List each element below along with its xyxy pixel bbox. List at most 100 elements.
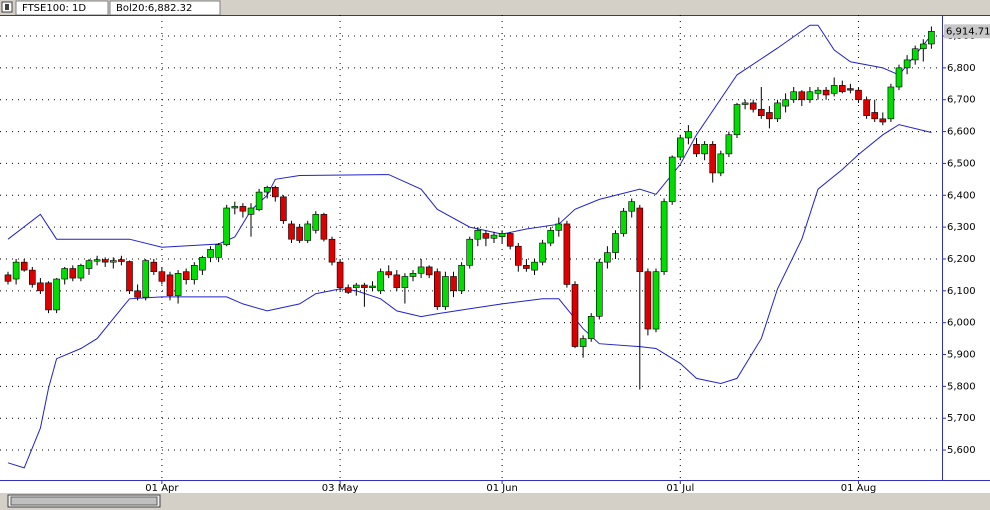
candle-body: [644, 271, 652, 330]
candle-body: [182, 271, 190, 280]
candle-body: [401, 276, 409, 288]
last-price-label: 6,914.71: [946, 26, 990, 37]
y-tick-label: 5,700: [947, 413, 976, 424]
candle-body: [352, 284, 360, 288]
menu-icon-glyph: [5, 4, 9, 10]
candle-body: [77, 265, 85, 279]
candle-body: [887, 86, 895, 120]
y-tick-label: 5,900: [947, 350, 976, 361]
candle-body: [215, 244, 222, 258]
candle-body: [110, 260, 117, 263]
candle-body: [361, 284, 368, 288]
y-tick-label: 5,600: [947, 445, 976, 456]
candle-body: [539, 242, 546, 263]
candle-body: [150, 261, 158, 273]
y-tick-label: 6,700: [947, 95, 976, 106]
candle-body: [733, 104, 741, 136]
candle-body: [685, 131, 692, 139]
candle-body: [790, 91, 798, 101]
candle-body: [442, 276, 449, 308]
candle-body: [271, 187, 279, 198]
candle-body: [101, 259, 109, 263]
candle-body: [12, 261, 20, 280]
candle-body: [207, 249, 214, 258]
candle-body: [20, 261, 28, 271]
candle-body: [595, 261, 603, 317]
candle-body: [911, 48, 919, 61]
candle-body: [4, 274, 12, 282]
candle-body: [118, 259, 125, 262]
x-tick-label: 01 Aug: [841, 483, 876, 494]
candle-body: [668, 156, 676, 202]
symbol-tab-label: FTSE100: 1D: [22, 3, 86, 14]
candle-body: [757, 108, 765, 116]
candle-body: [126, 261, 133, 292]
candle-body: [587, 315, 595, 339]
candle-body: [563, 223, 571, 285]
candle-body: [312, 214, 320, 231]
candle-body: [433, 271, 441, 308]
candle-body: [482, 233, 490, 239]
candle-body: [814, 89, 822, 94]
candle-body: [506, 233, 514, 247]
y-tick-label: 6,600: [947, 127, 976, 138]
candle-body: [134, 290, 141, 298]
candle-body: [231, 206, 239, 209]
y-tick-label: 6,000: [947, 318, 976, 329]
bollinger-bands: [7, 24, 932, 469]
candle-body: [636, 207, 644, 273]
candle-body: [919, 43, 927, 50]
candle-body: [709, 144, 717, 174]
y-tick-label: 6,400: [947, 190, 976, 201]
candle-body: [806, 91, 814, 101]
candle-body: [320, 214, 328, 240]
candle-body: [774, 102, 781, 120]
candle-body: [385, 271, 393, 276]
candle-body: [37, 282, 44, 292]
candle-body: [903, 59, 911, 69]
candle-body: [45, 282, 52, 311]
candle-body: [369, 285, 376, 288]
candle-body: [879, 118, 887, 123]
candle-body: [93, 259, 101, 262]
bollinger-band: [7, 124, 932, 469]
scrollbar-thumb[interactable]: [10, 496, 158, 506]
candle-body: [628, 201, 636, 212]
candle-body: [425, 266, 433, 276]
candle-body: [166, 274, 174, 296]
x-tick-label: 03 May: [322, 483, 359, 494]
scrollbar-track[interactable]: [0, 493, 990, 510]
candle-body: [717, 153, 725, 174]
candle-body: [579, 338, 587, 347]
candle-body: [417, 266, 425, 274]
grid: [0, 15, 942, 480]
candle-body: [798, 91, 806, 101]
candle-body: [280, 196, 287, 222]
candle-body: [490, 234, 498, 239]
candle-body: [304, 223, 312, 241]
x-tick-label: 01 Jun: [486, 483, 518, 494]
candle-body: [855, 89, 862, 101]
y-tick-label: 6,500: [947, 158, 976, 169]
candle-body: [466, 238, 474, 266]
candle-body: [328, 238, 336, 263]
indicator-tab-label: Bol20:6,882.32: [116, 3, 192, 14]
candle-body: [571, 284, 579, 347]
y-tick-label: 5,800: [947, 381, 976, 392]
candle-body: [531, 261, 538, 271]
candle-body: [830, 85, 838, 94]
x-tick-label: 01 Apr: [145, 483, 179, 494]
candle-body: [263, 187, 271, 193]
candle-body: [458, 265, 465, 292]
candle-body: [701, 144, 708, 155]
y-tick-label: 6,800: [947, 63, 976, 74]
candle-body: [199, 257, 206, 271]
candle-body: [547, 230, 555, 244]
candle-body: [660, 201, 668, 273]
tab-bar: [0, 0, 990, 15]
candle-body: [871, 112, 879, 120]
candle-body: [69, 268, 77, 279]
candle-body: [766, 112, 773, 120]
